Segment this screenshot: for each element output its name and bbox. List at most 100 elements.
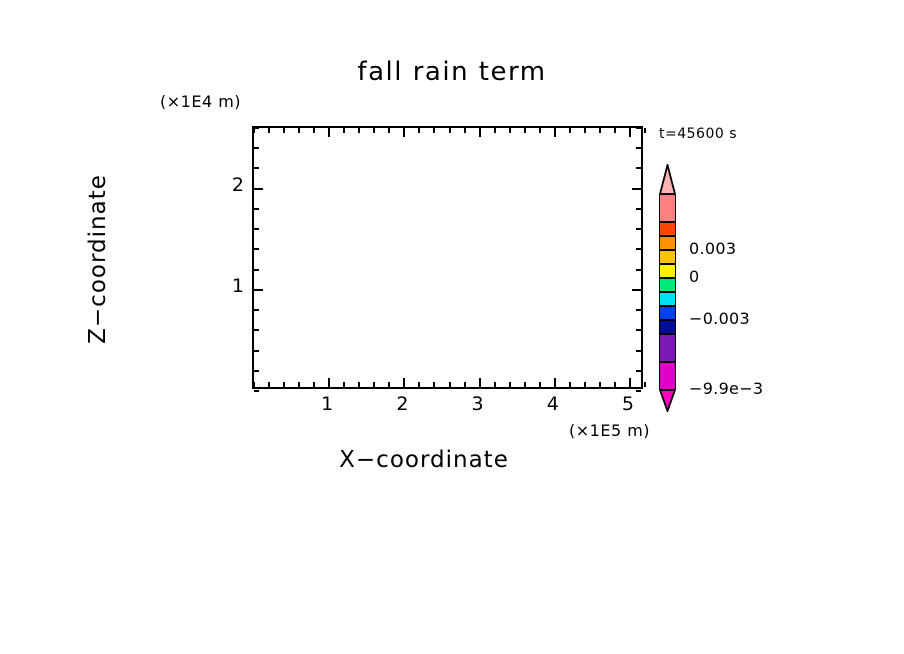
colorbar-segment [659,292,676,306]
axis-tick [493,128,496,133]
colorbar-segment [659,320,676,334]
x-axis-title: X−coordinate [0,447,904,473]
time-stamp-label: t=45600 s [659,126,737,142]
axis-tick [478,378,481,387]
axis-tick [523,382,526,387]
axis-tick [433,128,436,133]
axis-tick [583,128,586,133]
axis-tick [253,128,255,133]
axis-tick [358,382,361,387]
axis-tick [388,128,391,133]
axis-tick [313,128,316,133]
axis-tick [568,128,571,133]
axis-tick [358,128,361,133]
x-tick-label: 3 [471,393,484,415]
axis-tick [523,128,526,133]
axis-tick [283,128,286,133]
axis-tick [538,382,541,387]
colorbar-under-arrow [659,389,676,412]
axis-tick [636,228,641,231]
axis-tick [343,382,346,387]
axis-tick [553,128,556,137]
axis-tick [253,382,255,387]
axis-tick [298,382,301,387]
axis-tick [636,349,641,352]
page-title: fall rain term [357,57,547,87]
axis-tick [268,382,271,387]
axis-tick [448,382,451,387]
axis-tick [644,382,646,387]
axis-tick [628,128,631,137]
colorbar-segment [659,278,676,292]
axis-tick [463,128,466,133]
axis-tick [508,128,511,133]
axis-tick [508,382,511,387]
axis-tick [388,382,391,387]
colorbar-tick-label: 0 [689,267,700,286]
axis-tick [328,128,331,137]
axis-tick [598,382,601,387]
axis-tick [254,268,259,271]
colorbar-tick-label: −9.9e−3 [689,379,764,398]
x-tick-label: 1 [321,393,334,415]
axis-tick [313,382,316,387]
axis-tick [538,128,541,133]
axis-tick [636,127,641,129]
axis-tick [613,382,616,387]
colorbar-segment [659,222,676,236]
colorbar-segment [659,334,676,362]
axis-tick [268,128,271,133]
y-tick-label: 1 [231,274,244,297]
axis-tick [254,349,259,352]
axis-tick [613,128,616,133]
x-axis-unit-label: (×1E5 m) [569,421,651,440]
axis-tick [254,390,259,392]
colorbar-over-arrow [659,164,676,195]
plot-data-area [254,128,641,387]
axis-tick [636,248,641,251]
colorbar-segment [659,264,676,278]
colorbar-segment [659,362,676,390]
colorbar [659,194,676,390]
x-tick-label: 5 [621,393,634,415]
axis-tick [283,382,286,387]
axis-tick [636,369,641,372]
axis-tick [463,382,466,387]
colorbar-tick-label: 0.003 [689,239,737,258]
axis-tick [254,248,259,251]
colorbar-segment [659,194,676,222]
axis-tick [553,378,556,387]
axis-tick [298,128,301,133]
x-axis-title-text: X−coordinate [339,447,509,473]
axis-tick [636,268,641,271]
axis-tick [632,288,641,291]
colorbar-segment [659,250,676,264]
axis-tick [254,187,263,190]
axis-tick [636,167,641,170]
axis-tick [254,167,259,170]
axis-tick [418,382,421,387]
axis-tick [254,369,259,372]
axis-tick [636,390,641,392]
axis-tick [448,128,451,133]
axis-tick [403,128,406,137]
axis-tick [254,288,263,291]
axis-tick [644,128,646,133]
axis-tick [636,329,641,332]
axis-tick [373,382,376,387]
axis-tick [478,128,481,137]
axis-tick [418,128,421,133]
colorbar-tick-label: −0.003 [689,309,751,328]
axis-tick [433,382,436,387]
axis-tick [568,382,571,387]
colorbar-segment [659,236,676,250]
axis-tick [628,378,631,387]
colorbar-segment [659,306,676,320]
axis-tick [373,128,376,133]
axis-tick [254,309,259,312]
y-axis-unit-label: (×1E4 m) [160,92,242,111]
axis-tick [636,207,641,210]
axis-tick [343,128,346,133]
x-tick-label: 4 [546,393,559,415]
